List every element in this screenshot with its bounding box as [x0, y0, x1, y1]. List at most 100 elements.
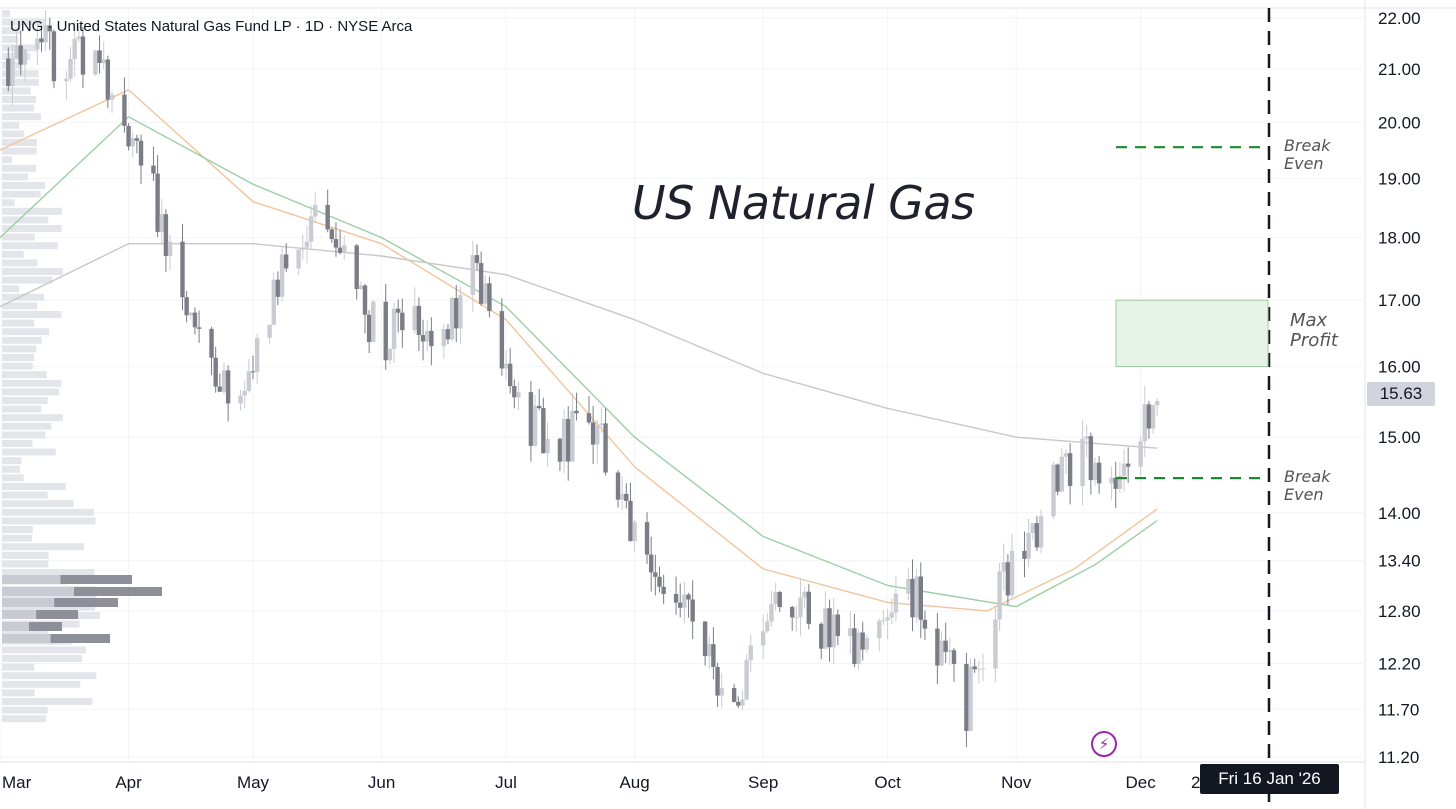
volume-bar — [2, 569, 95, 576]
candle-body — [271, 279, 276, 325]
candle-body — [1155, 401, 1160, 406]
volume-bar — [2, 422, 52, 430]
volume-bar — [2, 18, 45, 26]
volume-bar — [2, 379, 62, 387]
candle-body — [209, 328, 214, 358]
candle-body — [300, 247, 305, 250]
candle-body — [64, 78, 69, 82]
candle-body — [1009, 550, 1015, 596]
candle-body — [68, 59, 73, 79]
price-tick-label: 12.20 — [1378, 654, 1421, 673]
candle-body — [707, 644, 712, 657]
candle-body — [159, 214, 164, 232]
candle-body — [1088, 436, 1094, 481]
break-even-upper-label: Break Even — [1284, 137, 1330, 172]
volume-bar — [2, 130, 25, 138]
axes: 22.00 21.00 20.00 19.00 18.00 17.00 16.00 15.00… — [2, 9, 1421, 792]
time-tick-label: Aug — [619, 773, 649, 792]
candle-body — [711, 644, 716, 667]
price-tick-label: 21.00 — [1378, 60, 1421, 79]
volume-bar — [2, 173, 28, 181]
candle-body — [1051, 464, 1056, 517]
price-tick-label: 20.00 — [1378, 113, 1421, 132]
candle-body — [1138, 441, 1143, 467]
candle-body — [570, 410, 575, 462]
candle-body — [458, 294, 463, 329]
candle-body — [765, 621, 770, 632]
volume-bar — [2, 96, 37, 103]
volume-bar — [2, 27, 21, 35]
candle-body — [39, 38, 44, 43]
candle-body — [217, 386, 223, 392]
candle-body — [362, 285, 368, 315]
candle-body — [1117, 476, 1123, 489]
candle-body — [304, 241, 310, 248]
volume-bar — [2, 10, 11, 17]
candle-body — [831, 614, 836, 648]
candle-body — [449, 298, 455, 340]
candle-body — [574, 410, 579, 414]
moving-average-line — [0, 89, 1158, 612]
volume-bar — [2, 147, 37, 155]
candle-body — [1030, 523, 1035, 533]
candle-body — [819, 623, 824, 649]
candle-body — [748, 645, 753, 661]
candle-body — [188, 312, 193, 316]
volume-bar — [2, 35, 19, 43]
volume-bar — [2, 233, 35, 241]
volume-bar — [2, 405, 42, 413]
candle-body — [196, 327, 202, 329]
volume-bar — [2, 268, 63, 275]
volume-bar — [2, 655, 82, 662]
time-tick-label: Nov — [1001, 773, 1032, 792]
candle-body — [740, 699, 745, 706]
candle-body — [528, 392, 534, 446]
candle-body — [922, 619, 928, 629]
volume-bar — [2, 534, 33, 542]
volume-bar — [2, 508, 94, 516]
volume-bar-hv-dark — [54, 598, 118, 607]
moving-average-line — [0, 115, 1158, 608]
candle-body — [130, 138, 135, 147]
volume-bar — [2, 285, 19, 293]
time-tick-label: Sep — [748, 773, 778, 792]
event-bolt-icon[interactable]: ⚡ — [1091, 731, 1117, 757]
candle-body — [6, 58, 11, 87]
candle-body — [1059, 456, 1065, 492]
price-tick-label: 19.00 — [1378, 169, 1421, 188]
candle-body — [1125, 463, 1131, 467]
break-even-lower-label: Break Even — [1284, 468, 1330, 503]
volume-bar — [2, 706, 48, 714]
volume-bar — [2, 397, 48, 404]
candle-body — [184, 297, 189, 316]
candle-body — [250, 371, 256, 373]
candle-body — [192, 312, 198, 328]
price-tick-label: 11.70 — [1378, 700, 1419, 719]
time-tick-label: Jul — [495, 773, 517, 792]
volume-bar — [2, 362, 33, 370]
candle-body — [1022, 550, 1027, 559]
candle-body — [420, 335, 426, 342]
volume-bar — [2, 199, 15, 207]
candle-body — [997, 571, 1002, 620]
candle-body — [835, 614, 841, 636]
candle-body — [628, 500, 633, 542]
volume-bar — [2, 663, 35, 671]
candle-body — [889, 612, 894, 618]
time-tick-label: Oct — [874, 773, 901, 792]
volume-bar — [2, 500, 74, 508]
candle-body — [238, 395, 243, 404]
candle-body — [126, 125, 131, 147]
volume-bar — [2, 216, 49, 224]
candle-body — [864, 638, 870, 650]
volume-bar — [2, 465, 20, 473]
time-tick-label: Dec — [1125, 773, 1156, 792]
candle-body — [935, 628, 940, 666]
candle-body — [72, 38, 77, 60]
cursor-date-tag: Fri 16 Jan '26 — [1200, 764, 1339, 794]
candle-body — [14, 45, 19, 59]
candle-body — [151, 165, 156, 174]
candle-body — [980, 668, 986, 670]
